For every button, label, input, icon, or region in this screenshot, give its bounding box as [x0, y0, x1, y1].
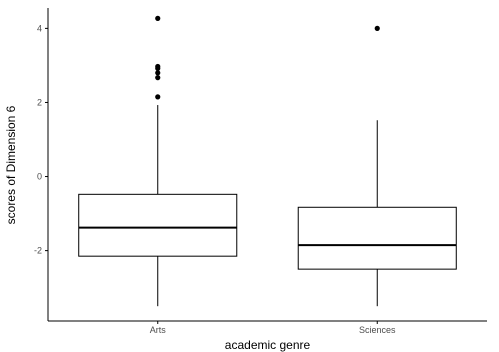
outlier-point: [155, 75, 161, 81]
x-tick-label: Arts: [150, 325, 167, 335]
box-arts: [78, 15, 238, 307]
x-axis-title: academic genre: [225, 338, 311, 352]
y-tick-label: 4: [37, 23, 42, 33]
iqr-box: [78, 193, 238, 257]
x-tick-label: Sciences: [359, 325, 396, 335]
y-axis-title: scores of Dimension 6: [4, 105, 18, 224]
y-tick-label: 0: [37, 172, 42, 182]
outlier-point: [155, 15, 161, 21]
y-tick-label: 2: [37, 97, 42, 107]
y-tick-label: -2: [34, 246, 42, 256]
iqr-box: [297, 206, 457, 270]
outlier-point: [374, 25, 380, 31]
outlier-point: [155, 63, 161, 70]
box-sciences: [297, 25, 457, 307]
outlier-point: [155, 94, 161, 100]
outlier-point: [155, 70, 161, 76]
